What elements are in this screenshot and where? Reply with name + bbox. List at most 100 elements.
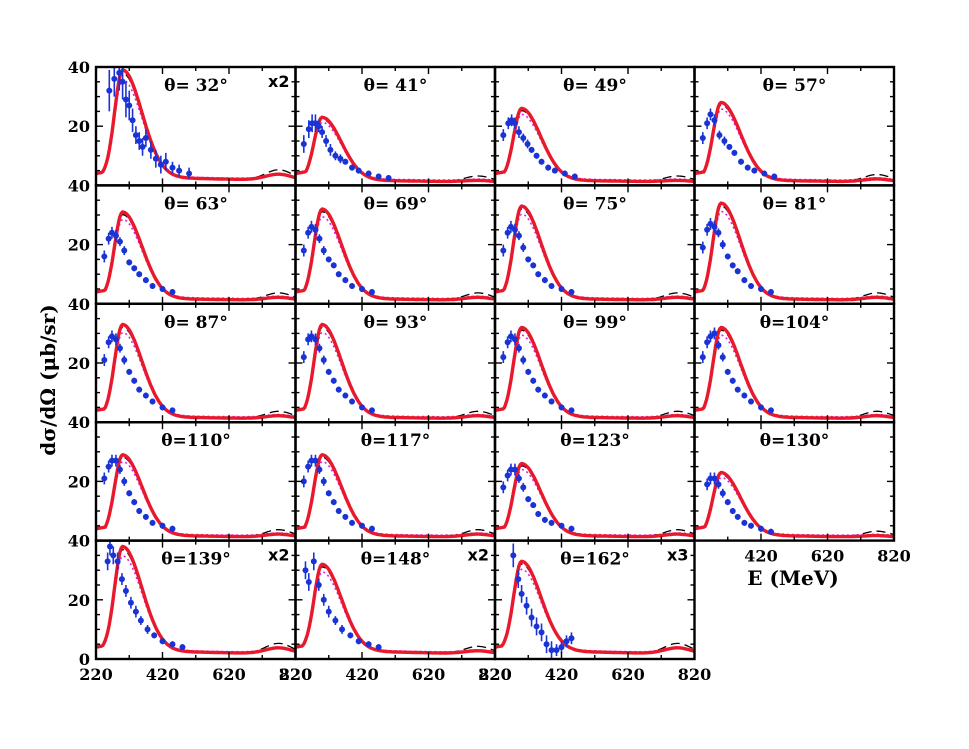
x-tick-label: 420 [744,547,777,566]
model-dashed-curve [495,465,695,538]
data-point [515,576,522,583]
x-tick-label: 220 [478,665,511,684]
data-point [349,398,356,405]
data-point [568,635,575,642]
data-point [504,229,511,236]
panel-angle-label: θ= 41° [364,76,428,96]
y-tick-label: 20 [68,472,90,491]
data-point [751,167,758,174]
model-dashed-curve [295,566,495,654]
data-point [152,155,159,162]
data-point [719,354,726,361]
data-point [176,167,183,174]
data-point [500,247,507,254]
data-point [131,499,138,506]
model-main-curve [96,322,296,420]
panel [96,67,296,181]
data-point [741,519,748,526]
data-point [748,283,755,290]
x-tick-label: 220 [79,665,112,684]
panel-angle-label: θ=130° [760,431,830,451]
panel-angle-label: θ= 93° [364,313,428,333]
panel [295,453,495,539]
data-point [116,69,123,76]
y-tick-label: 20 [68,117,90,136]
data-point [310,558,317,565]
data-point [136,271,143,278]
data-point [169,641,176,648]
data-point [144,626,151,633]
data-point [320,596,327,603]
model-dotted-curve [295,215,495,300]
data-point [548,647,555,654]
data-point [126,259,133,266]
panel-angle-label: θ= 75° [563,194,627,214]
data-point [101,253,108,260]
data-point [127,599,134,606]
data-point [179,644,186,651]
data-point [711,475,718,482]
data-point [320,357,327,364]
data-point [741,277,748,284]
model-dotted-curve [495,334,695,418]
data-point [105,463,112,470]
data-point [368,288,375,295]
panel-angle-label: θ=148° [361,550,431,570]
data-point [349,519,356,526]
data-point [122,96,129,103]
data-point [112,457,119,464]
x-tick-label: 420 [146,665,179,684]
data-point [325,608,332,615]
data-point [511,120,518,127]
data-point [111,75,118,82]
data-point [711,117,718,124]
model-main-curve [694,100,894,184]
x-axis-label: E (MeV) [747,566,839,590]
x-tick-label: 420 [345,665,378,684]
panel [495,543,695,659]
panel-angle-label: θ= 99° [563,313,627,333]
data-point [748,398,755,405]
data-point [330,377,337,384]
data-point [761,170,768,177]
data-point [316,345,323,352]
data-point [558,522,565,529]
x-tick-label: 220 [279,665,312,684]
data-point [162,158,169,165]
x-tick-label: 620 [212,665,245,684]
data-point [112,232,119,239]
data-point [330,499,337,506]
data-point [515,232,522,239]
data-point [704,481,711,488]
data-point [511,336,518,343]
data-point [515,345,522,352]
data-point [767,288,774,295]
data-point [126,490,133,497]
data-point [568,288,575,295]
data-point [104,558,111,565]
model-main-curve [96,544,296,655]
panel-scale-label: x2 [268,546,289,565]
panel [96,322,296,420]
data-point [316,466,323,473]
data-point [525,368,532,375]
data-point [729,262,736,269]
data-point [305,579,312,586]
model-dashed-curve [694,329,894,419]
model-dotted-curve [96,555,296,653]
data-point [729,508,736,514]
data-point [116,345,123,352]
model-dotted-curve [495,113,695,181]
model-dotted-curve [495,568,695,653]
data-point [699,135,706,142]
data-point [335,271,342,278]
panel-angle-label: θ=139° [161,550,231,570]
panel-scale-label: x3 [667,546,688,565]
data-point [375,644,382,651]
panel-angle-label: θ= 81° [763,194,827,214]
model-main-curve [96,210,296,302]
data-point [315,123,322,130]
data-point [169,164,176,171]
data-point [305,463,312,470]
panel [495,204,695,302]
